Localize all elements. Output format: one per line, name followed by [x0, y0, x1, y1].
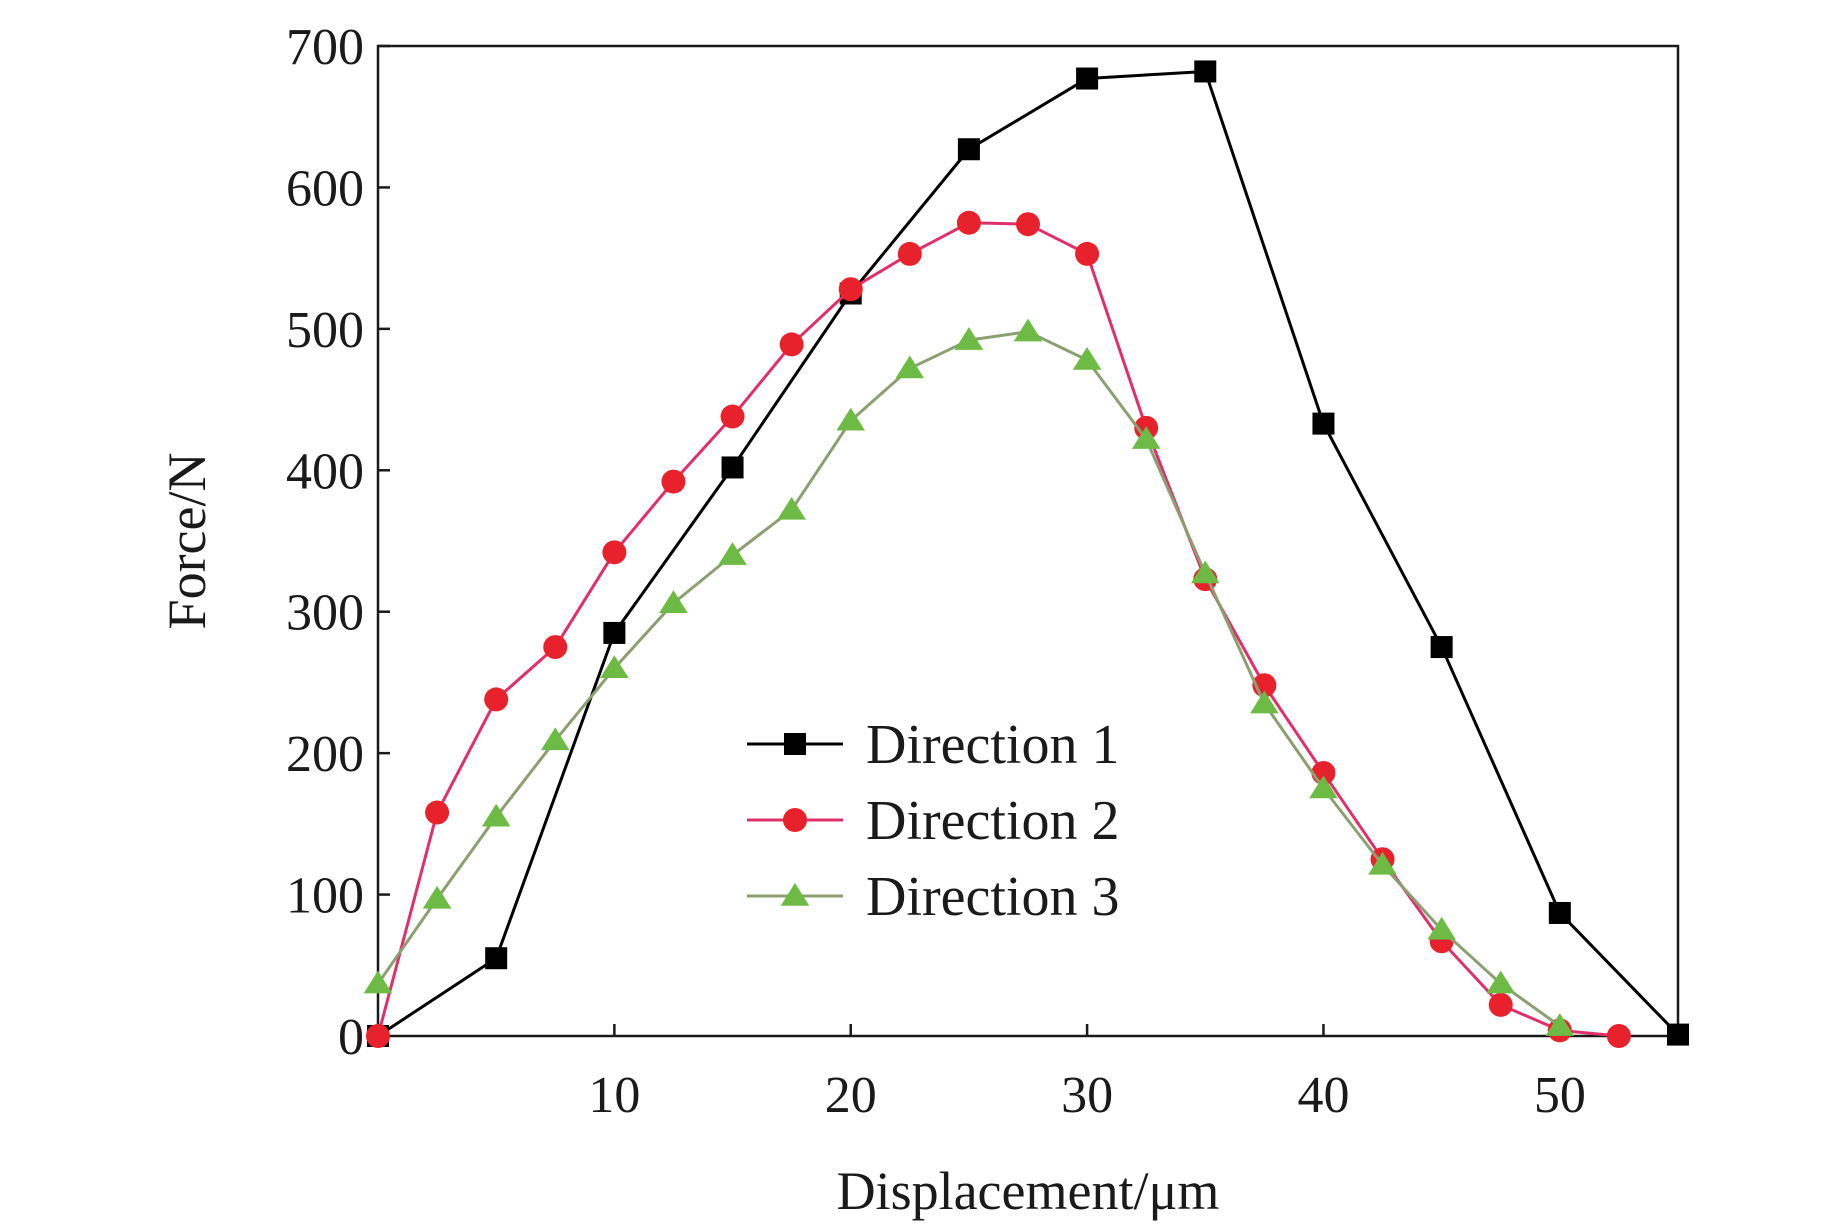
data-point	[1013, 318, 1043, 342]
data-point	[1131, 426, 1161, 449]
legend-label: Direction 3	[866, 866, 1119, 928]
data-point	[895, 355, 925, 379]
data-point	[1486, 970, 1516, 994]
data-point	[1430, 636, 1453, 659]
x-tick-label: 10	[588, 1067, 640, 1124]
legend-marker	[783, 808, 807, 832]
x-tick-label: 40	[1297, 1067, 1349, 1124]
data-point	[1488, 992, 1513, 1017]
data-point	[485, 947, 508, 970]
x-tick-label: 20	[825, 1067, 877, 1124]
y-axis-title: Force/N	[157, 453, 217, 630]
x-axis-title: Displacement/μm	[837, 1161, 1220, 1221]
legend-label: Direction 2	[866, 790, 1119, 852]
data-point	[1075, 241, 1100, 266]
data-point	[363, 970, 393, 994]
data-point	[836, 407, 866, 431]
data-point	[484, 687, 509, 712]
legend-item: Direction 3	[747, 866, 1119, 928]
legend-label: Direction 1	[866, 714, 1119, 776]
data-point	[956, 210, 981, 235]
data-point	[481, 803, 511, 827]
data-point	[661, 469, 686, 494]
series-3	[363, 318, 1575, 1036]
data-point	[1076, 67, 1099, 90]
data-point	[957, 138, 980, 161]
data-point	[1072, 346, 1102, 370]
series-layer	[363, 60, 1689, 1048]
data-point	[1545, 1013, 1575, 1036]
data-point	[543, 635, 568, 660]
data-point	[897, 241, 922, 266]
data-point	[1016, 212, 1040, 237]
x-axis-ticks: 10 20 30 40 50	[588, 1024, 1586, 1124]
data-point	[779, 332, 804, 357]
legend-item: Direction 2	[747, 790, 1119, 852]
data-point	[600, 655, 629, 679]
x-tick-label: 50	[1534, 1067, 1586, 1124]
data-point	[1190, 560, 1220, 584]
data-point	[1368, 851, 1397, 875]
plot-frame	[376, 44, 1680, 1038]
y-tick-label: 0	[338, 1009, 364, 1066]
data-point	[720, 404, 745, 429]
series-line	[376, 221, 1620, 1038]
legend-marker	[784, 733, 806, 755]
y-tick-label: 500	[286, 302, 364, 359]
y-axis-ticks: 0 100 200 300 400 500 600 700	[286, 19, 390, 1066]
data-point	[1667, 1023, 1689, 1046]
data-point	[718, 542, 747, 565]
data-point	[721, 456, 744, 479]
series-line	[377, 69, 1680, 1038]
data-point	[838, 277, 863, 302]
data-point	[954, 327, 984, 350]
data-point	[540, 727, 570, 751]
data-point	[1606, 1024, 1631, 1048]
legend-marker	[780, 883, 810, 906]
data-point	[659, 590, 688, 613]
y-tick-label: 100	[286, 868, 364, 925]
data-point	[1548, 901, 1571, 924]
y-tick-label: 700	[286, 19, 364, 76]
y-tick-label: 300	[286, 585, 364, 642]
data-point	[1312, 412, 1335, 435]
y-tick-label: 400	[286, 443, 364, 500]
y-tick-label: 600	[286, 160, 364, 217]
data-point	[602, 540, 627, 565]
data-point	[1309, 775, 1338, 799]
data-point	[425, 800, 450, 825]
legend: Direction 1 Direction 2 Direction 3	[747, 714, 1119, 928]
legend-item: Direction 1	[747, 714, 1119, 776]
data-point	[422, 885, 452, 909]
data-point	[1194, 60, 1217, 83]
data-point	[1250, 690, 1279, 714]
data-point	[366, 1024, 390, 1048]
data-point	[1427, 916, 1456, 940]
data-point	[777, 496, 806, 520]
data-point	[603, 621, 626, 644]
y-tick-label: 200	[286, 726, 364, 783]
x-tick-label: 30	[1061, 1067, 1113, 1124]
